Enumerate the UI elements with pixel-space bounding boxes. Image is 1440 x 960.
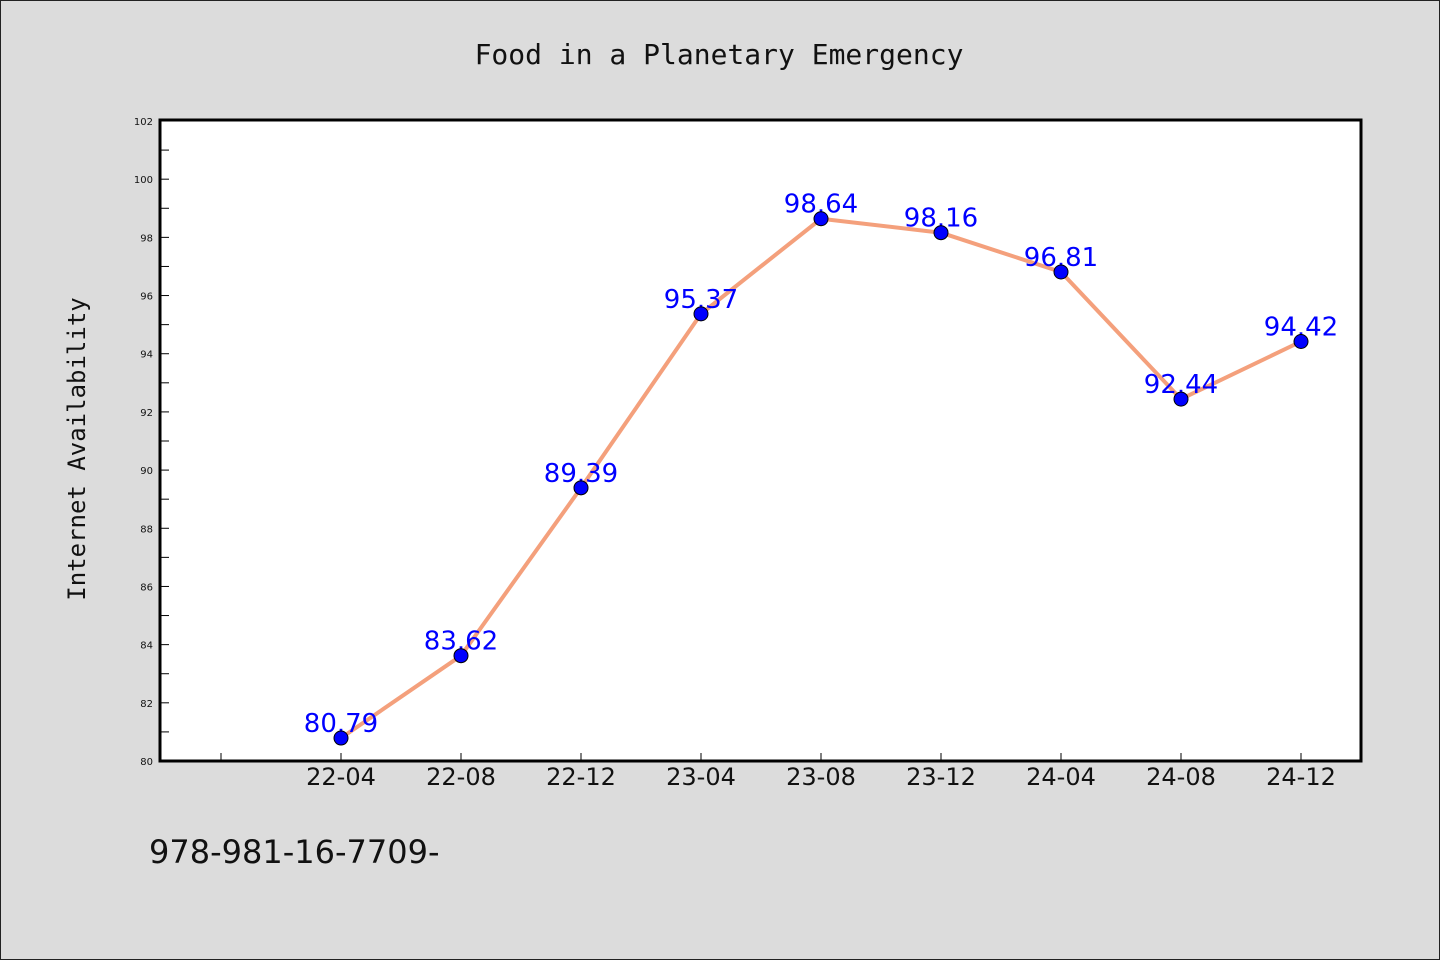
x-tick-label: 23-04 (666, 763, 736, 791)
y-tick-label: 94 (140, 350, 153, 361)
y-tick-label: 88 (140, 524, 153, 535)
chart-title: Food in a Planetary Emergency (475, 38, 964, 71)
data-point (333, 730, 349, 746)
y-tick-label: 80 (140, 757, 153, 768)
x-tick-label: 24-04 (1026, 763, 1096, 791)
x-tick-label: 24-12 (1266, 763, 1336, 791)
x-tick-label: 22-08 (426, 763, 496, 791)
plot-area (158, 118, 1363, 763)
data-point (693, 306, 709, 322)
y-axis-label: Internet Availability (63, 297, 91, 600)
x-tick-label: 22-04 (306, 763, 376, 791)
data-point (1053, 264, 1069, 280)
y-axis: 80 82 84 86 88 90 92 94 96 98 100 102 (134, 117, 169, 768)
x-tick-label: 23-08 (786, 763, 856, 791)
y-tick-label: 96 (140, 292, 153, 303)
data-point (1293, 334, 1309, 350)
y-tick-label: 90 (140, 466, 153, 477)
x-tick-label: 24-08 (1146, 763, 1216, 791)
y-tick-label: 100 (134, 175, 153, 186)
footer-code: 978-981-16-7709- (149, 833, 440, 871)
data-point (453, 648, 469, 664)
y-tick-label: 84 (140, 641, 153, 652)
y-tick-label: 82 (140, 699, 153, 710)
y-tick-label: 102 (134, 117, 153, 128)
data-point (933, 225, 949, 241)
data-point (1173, 391, 1189, 407)
x-tick-label: 22-12 (546, 763, 616, 791)
y-tick-label: 98 (140, 233, 153, 244)
x-tick-label: 23-12 (906, 763, 976, 791)
data-point (813, 211, 829, 227)
x-axis: 22-04 22-08 22-12 23-04 23-08 23-12 24-04 24-08… (220, 753, 1336, 791)
data-point (573, 480, 589, 496)
y-tick-label: 86 (140, 582, 153, 593)
y-tick-label: 92 (140, 408, 153, 419)
